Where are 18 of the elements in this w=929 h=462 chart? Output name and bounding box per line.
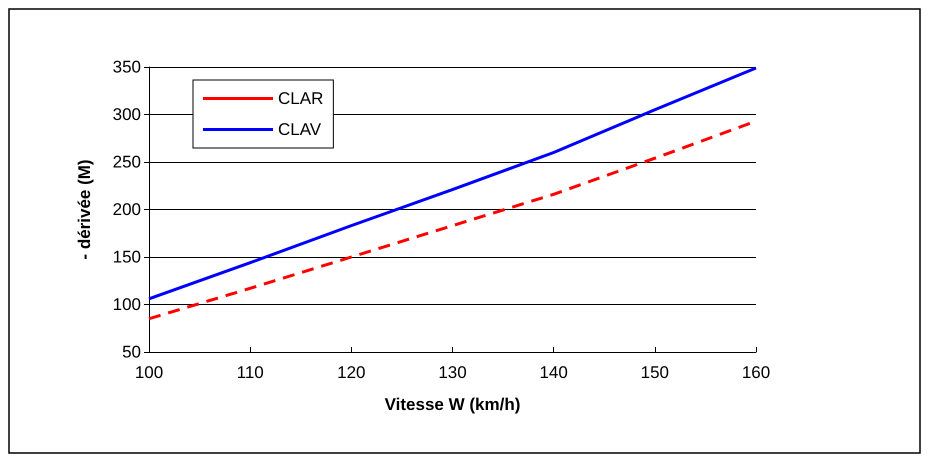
- legend-label: CLAR: [278, 89, 324, 108]
- x-tick-label: 140: [539, 363, 568, 382]
- x-tick-label: 100: [134, 363, 164, 382]
- y-tick-label: 200: [112, 200, 141, 219]
- y-axis-title: - dérivée (M): [75, 159, 94, 260]
- y-tick-label: 300: [112, 105, 141, 124]
- y-tick-label: 100: [112, 295, 141, 314]
- y-tick-label: 350: [112, 58, 141, 76]
- x-tick-label: 160: [742, 363, 770, 382]
- y-tick-label: 150: [112, 248, 141, 266]
- x-tick-label: 110: [236, 363, 264, 382]
- x-tick-label: 150: [640, 363, 670, 382]
- x-tick-label: 130: [438, 363, 467, 382]
- legend-label: CLAV: [278, 120, 322, 139]
- y-tick-label: 50: [122, 342, 141, 362]
- y-tick-label: 250: [112, 152, 141, 172]
- x-tick-label: 120: [337, 363, 366, 382]
- x-axis-title: Vitesse W (km/h): [384, 395, 520, 414]
